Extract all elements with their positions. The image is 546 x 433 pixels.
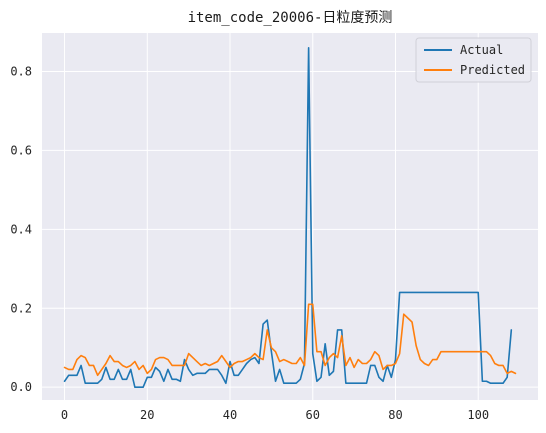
plot-area: [42, 33, 538, 400]
x-tick-label: 100: [467, 408, 489, 422]
legend-label-predicted: Predicted: [460, 63, 525, 77]
x-tick-label: 60: [306, 408, 320, 422]
y-tick-label: 0.8: [10, 64, 32, 78]
x-tick-label: 0: [61, 408, 68, 422]
legend-label-actual: Actual: [460, 43, 503, 57]
chart-title: item_code_20006-日粒度预测: [188, 10, 393, 26]
x-tick-label: 80: [388, 408, 402, 422]
y-tick-label: 0.2: [10, 301, 32, 315]
legend: Actual Predicted: [415, 37, 532, 83]
x-tick-label: 20: [140, 408, 154, 422]
x-tick-label: 40: [223, 408, 237, 422]
series-line-predicted: [63, 303, 517, 377]
x-axis: 0 20 40 60 80 100: [61, 408, 489, 422]
y-axis: 0.0 0.2 0.4 0.6 0.8: [10, 64, 32, 394]
series-lines: [63, 46, 517, 388]
y-tick-label: 0.0: [10, 380, 32, 394]
series-line-actual: [63, 46, 513, 388]
y-tick-label: 0.6: [10, 143, 32, 157]
y-tick-label: 0.4: [10, 222, 32, 236]
